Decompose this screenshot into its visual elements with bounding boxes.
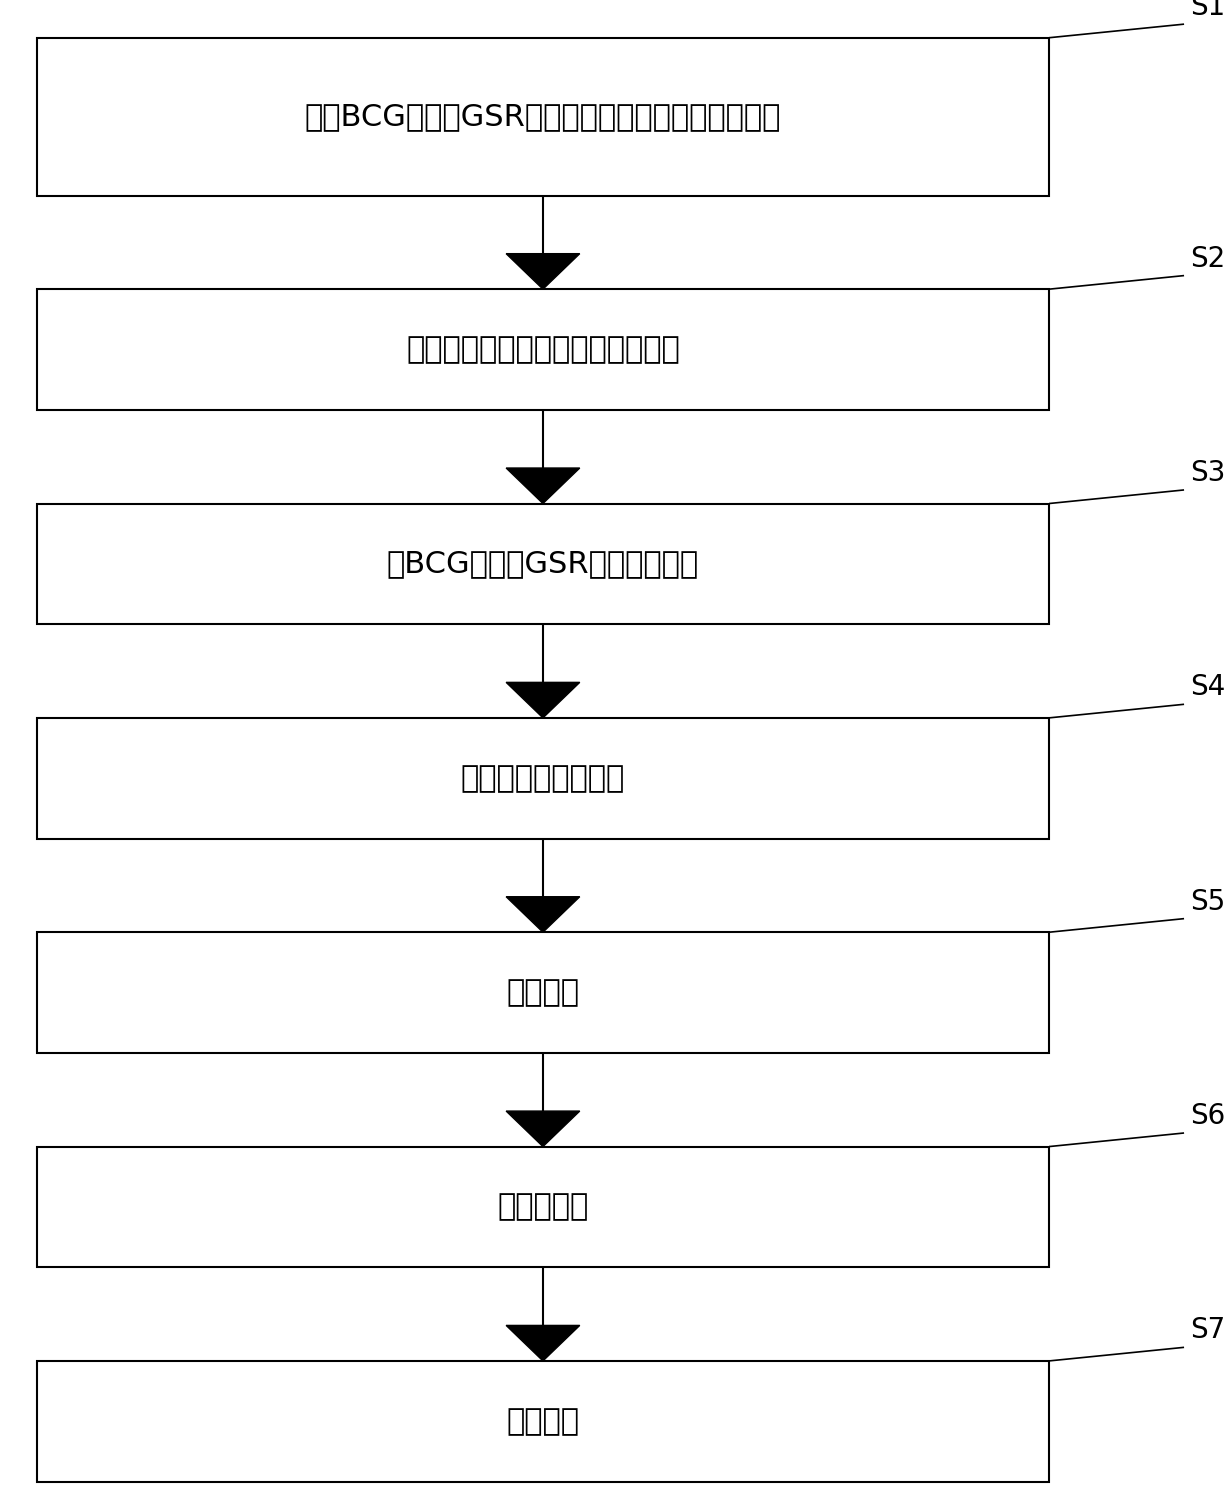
Text: S400: S400 bbox=[1190, 673, 1227, 702]
Polygon shape bbox=[506, 896, 580, 933]
Bar bbox=[37, 1147, 1049, 1268]
Bar bbox=[37, 504, 1049, 625]
Polygon shape bbox=[506, 254, 580, 290]
Text: S200: S200 bbox=[1190, 244, 1227, 273]
Polygon shape bbox=[506, 1325, 580, 1361]
Bar bbox=[37, 290, 1049, 410]
Text: S600: S600 bbox=[1190, 1102, 1227, 1130]
Polygon shape bbox=[506, 468, 580, 504]
Polygon shape bbox=[506, 1111, 580, 1147]
Text: 特征降维: 特征降维 bbox=[507, 978, 579, 1007]
Bar bbox=[37, 38, 1049, 196]
Text: 特征标准化: 特征标准化 bbox=[497, 1192, 589, 1221]
Text: S500: S500 bbox=[1190, 887, 1227, 916]
Text: S100: S100 bbox=[1190, 0, 1227, 21]
Text: 放大BCG信号与GSR信号并对其和其余信号进行提取: 放大BCG信号与GSR信号并对其和其余信号进行提取 bbox=[304, 103, 782, 131]
Text: 对信号特征进行提取: 对信号特征进行提取 bbox=[461, 764, 625, 792]
Text: S700: S700 bbox=[1190, 1316, 1227, 1345]
Text: S300: S300 bbox=[1190, 459, 1227, 487]
Text: 对BCG信号与GSR信号的预处理: 对BCG信号与GSR信号的预处理 bbox=[387, 549, 699, 578]
Text: 结果预测: 结果预测 bbox=[507, 1406, 579, 1437]
Bar bbox=[37, 718, 1049, 839]
Bar bbox=[37, 1361, 1049, 1482]
Bar bbox=[37, 933, 1049, 1053]
Polygon shape bbox=[506, 682, 580, 718]
Text: 将信号的数字化与上位机接收储存: 将信号的数字化与上位机接收储存 bbox=[406, 335, 680, 364]
